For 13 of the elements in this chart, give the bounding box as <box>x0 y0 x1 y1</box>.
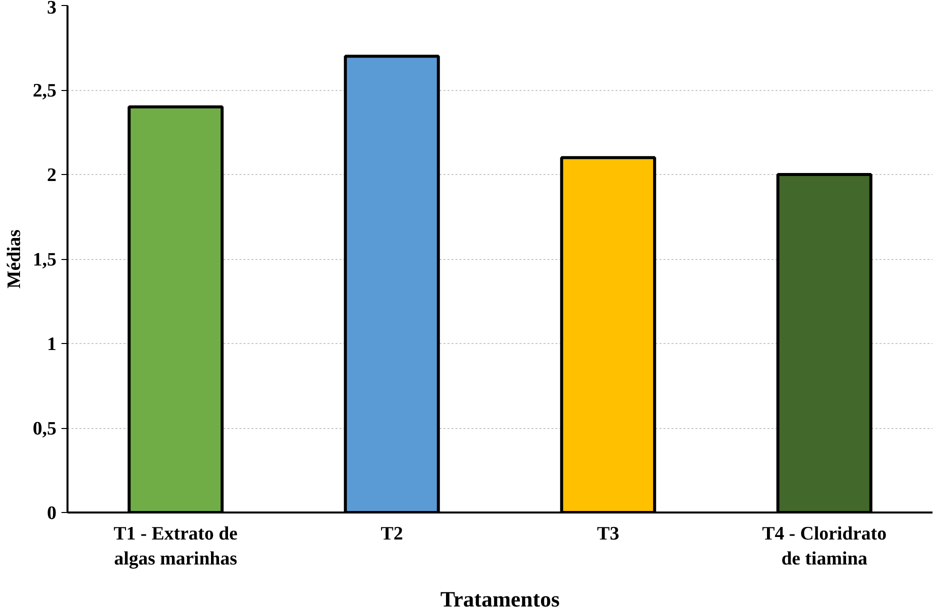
y-tick-label: 1,5 <box>32 250 56 270</box>
y-axis-title: Médias <box>4 229 25 289</box>
y-tick-label: 0 <box>47 503 56 524</box>
x-tick-label: T4 - Cloridrato de tiamina <box>762 524 887 570</box>
y-tick-label: 3 <box>47 0 56 18</box>
y-tick-label: 2,5 <box>32 80 56 102</box>
y-tick-label: 1 <box>47 334 56 355</box>
x-tick-label: T3 <box>597 524 620 544</box>
y-tick-label: 0,5 <box>32 418 56 440</box>
y-tick-label: 2 <box>47 165 56 186</box>
x-tick-label: T2 <box>380 524 403 544</box>
x-axis-title: Tratamentos <box>440 586 560 612</box>
x-tick-label: T1 - Extrato de algas marinhas <box>114 524 238 570</box>
